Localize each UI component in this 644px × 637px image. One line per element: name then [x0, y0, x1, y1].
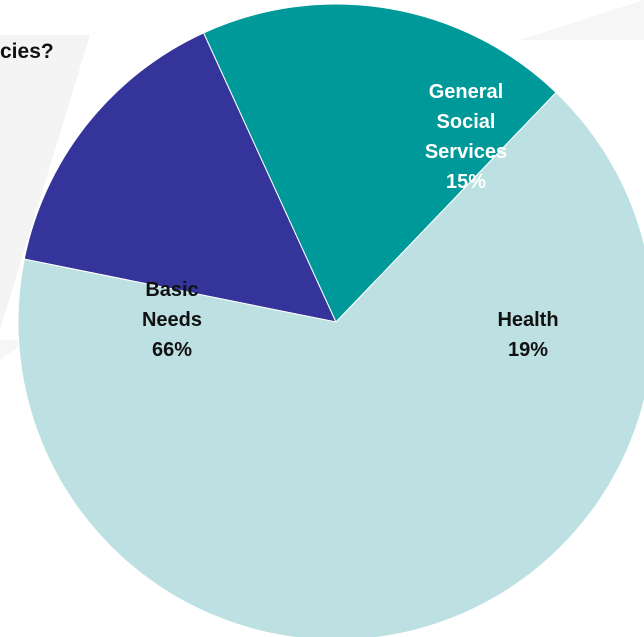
slice-label-line: General [429, 81, 503, 103]
slice-label-line: Health [497, 309, 558, 331]
slice-value-label: 66% [152, 339, 192, 361]
slice-label-2: Basic Needs 66% [142, 279, 202, 361]
slice-label-line: Basic [145, 279, 198, 301]
slice-label-1: Health 19% [497, 309, 558, 361]
background-shape-left [0, 35, 90, 330]
slice-label-line: Social [437, 111, 496, 133]
pie-slice-0 [23, 32, 337, 323]
chart-title: cies? [0, 40, 54, 63]
slice-value-label: 19% [508, 339, 548, 361]
pie-slice-1 [202, 3, 557, 323]
background-shape-right [520, 0, 644, 40]
slice-label-line: Needs [142, 309, 202, 331]
slice-value-label: 15% [446, 171, 486, 193]
slice-label-0: General Social Services 15% [425, 81, 507, 193]
pie-slice-2 [17, 91, 644, 637]
slice-label-line: Services [425, 141, 507, 163]
